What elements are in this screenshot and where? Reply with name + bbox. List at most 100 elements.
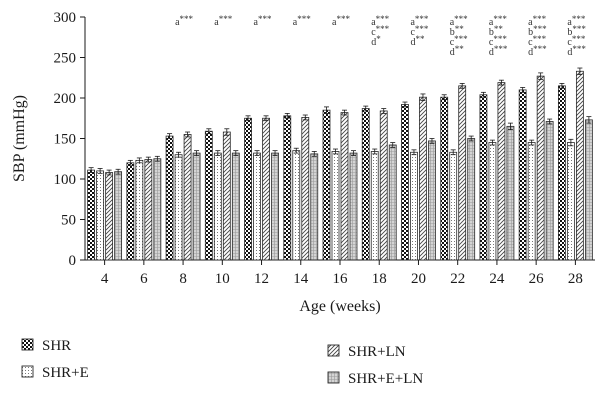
significance-letter: b bbox=[528, 27, 533, 38]
significance-letter: a bbox=[371, 17, 376, 28]
bar-shr-ln-week-10 bbox=[222, 131, 231, 261]
significance-letter: a bbox=[293, 17, 298, 28]
bar-shr-week-18 bbox=[361, 108, 370, 261]
x-tick-label: 4 bbox=[101, 271, 109, 287]
x-tick-label: 26 bbox=[529, 271, 545, 287]
bar-shr-e-ln-week-8 bbox=[192, 152, 201, 261]
significance-label-week-26: b*** bbox=[528, 24, 547, 38]
bar-shr-ln-week-24 bbox=[497, 82, 506, 261]
significance-stars: *** bbox=[376, 14, 390, 24]
y-tick-label: 250 bbox=[54, 51, 77, 67]
significance-stars: ** bbox=[455, 44, 465, 54]
legend-label-shr-ln: SHR+LN bbox=[348, 344, 406, 360]
bar-shr-week-8 bbox=[165, 135, 174, 261]
significance-label-week-22: a*** bbox=[450, 14, 468, 28]
bar-shr-ln-week-12 bbox=[262, 117, 270, 261]
significance-label-week-18: c*** bbox=[371, 24, 389, 38]
bar-shr-e-week-16 bbox=[331, 151, 340, 261]
bar-shr-ln-week-28 bbox=[575, 70, 584, 261]
bar-shr-ln-week-4 bbox=[105, 172, 114, 261]
bar-shr-e-week-14 bbox=[292, 150, 301, 261]
significance-label-week-26: d*** bbox=[528, 44, 547, 58]
significance-letter: d bbox=[567, 47, 572, 58]
y-tick-label: 200 bbox=[54, 91, 77, 107]
significance-label-week-28: a*** bbox=[567, 14, 585, 28]
significance-label-week-28: d*** bbox=[567, 44, 586, 58]
x-tick-label: 10 bbox=[215, 271, 230, 287]
significance-label-week-22: c*** bbox=[450, 34, 468, 48]
bar-shr-week-22 bbox=[440, 96, 449, 261]
significance-label-week-24: d*** bbox=[489, 44, 508, 58]
x-axis-label: Age (weeks) bbox=[299, 298, 380, 315]
bar-shr-e-week-18 bbox=[370, 151, 379, 261]
bar-shr-e-ln-week-16 bbox=[349, 152, 358, 261]
significance-stars: *** bbox=[219, 14, 233, 24]
legend-swatch-shr-e bbox=[21, 365, 34, 378]
significance-stars: *** bbox=[297, 14, 311, 24]
bar-shr-e-week-20 bbox=[410, 151, 418, 261]
significance-label-week-18: d* bbox=[371, 34, 381, 48]
legend-label-shr-e-ln: SHR+E+LN bbox=[348, 371, 423, 387]
bar-shr-e-ln-week-20 bbox=[428, 140, 436, 261]
legend-label-shr: SHR bbox=[42, 338, 71, 354]
significance-letter: c bbox=[528, 37, 533, 48]
significance-label-week-28: c*** bbox=[567, 34, 585, 48]
significance-letter: a bbox=[567, 17, 572, 28]
significance-label-week-14: a*** bbox=[293, 14, 311, 28]
significance-letter: c bbox=[567, 37, 572, 48]
x-tick-label: 12 bbox=[254, 271, 269, 287]
significance-stars: *** bbox=[415, 14, 429, 24]
significance-letter: d bbox=[528, 47, 533, 58]
legend-swatch-shr-e-ln bbox=[327, 371, 340, 384]
bar-shr-e-week-28 bbox=[566, 142, 575, 261]
significance-stars: *** bbox=[258, 14, 272, 24]
significance-label-week-26: c*** bbox=[528, 34, 546, 48]
bar-shr-e-ln-week-18 bbox=[388, 144, 397, 261]
significance-letter: a bbox=[254, 17, 259, 28]
bar-shr-ln-week-18 bbox=[379, 110, 388, 261]
bar-shr-e-ln-week-14 bbox=[310, 153, 319, 261]
bar-shr-week-6 bbox=[126, 162, 135, 261]
bar-shr-e-ln-week-6 bbox=[153, 158, 162, 261]
bar-shr-e-week-6 bbox=[135, 159, 144, 261]
significance-letter: c bbox=[410, 27, 415, 38]
x-tick-label: 24 bbox=[489, 271, 505, 287]
significance-stars: *** bbox=[494, 44, 508, 54]
x-tick-label: 18 bbox=[372, 271, 387, 287]
significance-letter: c bbox=[450, 37, 455, 48]
significance-stars: ** bbox=[415, 34, 425, 44]
significance-stars: *** bbox=[533, 44, 547, 54]
significance-label-week-28: b*** bbox=[567, 24, 586, 38]
bar-shr-week-28 bbox=[557, 85, 566, 261]
bar-shr-week-14 bbox=[283, 115, 292, 261]
legend-swatch-shr-ln bbox=[327, 344, 340, 357]
legend-swatch-shr bbox=[21, 338, 34, 351]
bar-shr-ln-week-20 bbox=[419, 96, 427, 261]
significance-label-week-26: a*** bbox=[528, 14, 546, 28]
significance-letter: c bbox=[371, 27, 376, 38]
significance-letter: b bbox=[450, 27, 455, 38]
significance-label-week-12: a*** bbox=[254, 14, 272, 28]
significance-stars: *** bbox=[415, 24, 429, 34]
significance-letter: d bbox=[371, 37, 376, 48]
bar-shr-e-week-26 bbox=[527, 142, 536, 261]
bar-shr-e-week-22 bbox=[449, 151, 458, 261]
significance-label-week-22: d** bbox=[450, 44, 465, 58]
significance-stars: * bbox=[376, 34, 381, 44]
x-tick-label: 8 bbox=[179, 271, 187, 287]
bar-shr-week-16 bbox=[322, 109, 331, 261]
significance-label-week-20: c*** bbox=[410, 24, 428, 38]
bar-shr-week-20 bbox=[401, 104, 409, 261]
significance-stars: *** bbox=[376, 24, 390, 34]
significance-label-week-10: a*** bbox=[214, 14, 232, 28]
significance-stars: *** bbox=[533, 34, 547, 44]
significance-letter: a bbox=[214, 17, 219, 28]
significance-letter: c bbox=[489, 37, 494, 48]
significance-label-week-8: a*** bbox=[175, 14, 193, 28]
significance-letter: a bbox=[489, 17, 494, 28]
significance-label-week-24: b** bbox=[489, 24, 504, 38]
bar-shr-e-ln-week-10 bbox=[231, 152, 240, 261]
y-tick-label: 100 bbox=[54, 172, 77, 188]
